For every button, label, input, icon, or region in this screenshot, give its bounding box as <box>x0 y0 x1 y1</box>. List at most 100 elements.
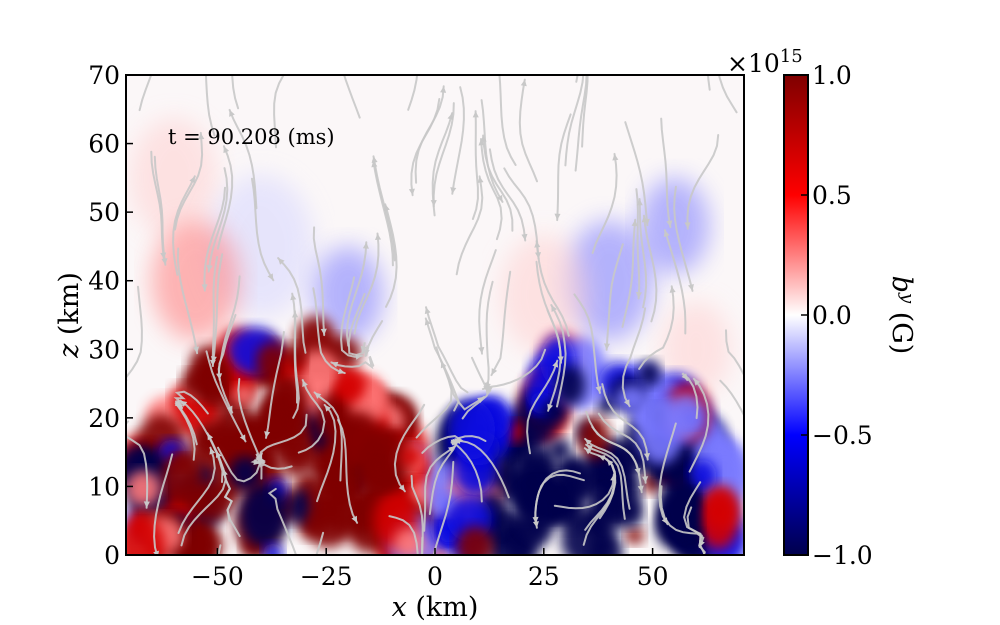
streamline <box>251 177 275 282</box>
streamline <box>660 117 672 229</box>
colorbar-title: by (G) <box>886 276 918 355</box>
streamline <box>277 257 307 354</box>
streamline-arrow <box>643 218 650 226</box>
streamline <box>203 186 226 292</box>
streamline <box>393 403 426 493</box>
streamline-arrow <box>375 233 382 241</box>
y-tick-label: 0 <box>104 541 120 570</box>
streamline-arrow <box>398 484 405 492</box>
streamline <box>425 306 469 394</box>
streamline <box>204 75 216 137</box>
streamline-arrow <box>623 399 630 407</box>
streamline-arrow <box>477 396 484 403</box>
streamline <box>638 198 648 309</box>
streamline <box>621 218 637 328</box>
streamline <box>315 531 325 555</box>
streamline-arrow <box>210 356 217 363</box>
streamline <box>410 474 424 555</box>
y-tick-label: 60 <box>88 130 120 159</box>
streamline <box>673 185 694 292</box>
streamline <box>207 167 229 273</box>
streamline-arrow <box>337 368 345 375</box>
streamline <box>215 450 241 538</box>
streamline-arrow <box>324 404 331 412</box>
y-tick-label: 30 <box>88 335 120 364</box>
streamline-arrow <box>351 515 358 523</box>
streamline-arrow <box>292 311 299 318</box>
streamline <box>231 75 240 110</box>
streamline-arrow <box>209 447 216 455</box>
streamline <box>177 446 216 534</box>
streamline <box>478 249 497 355</box>
streamline <box>482 134 514 232</box>
streamline <box>591 152 618 254</box>
streamline <box>480 138 503 241</box>
streamline-arrow <box>215 451 222 459</box>
streamline <box>573 293 601 394</box>
streamline-arrow <box>496 194 503 202</box>
streamline <box>574 75 588 172</box>
x-tick-label: 25 <box>528 562 560 591</box>
heatmap-area <box>126 0 744 563</box>
streamline <box>211 256 219 368</box>
streamline-arrow <box>176 402 184 410</box>
streamline-arrow <box>681 373 688 380</box>
streamline <box>585 443 626 520</box>
streamline-arrow <box>551 304 557 312</box>
streamline <box>585 410 641 476</box>
streamline <box>172 175 196 276</box>
streamline <box>601 383 649 461</box>
streamline-arrow <box>153 8 159 15</box>
streamline-arrow <box>362 242 369 249</box>
x-axis-ticks: −50 −25 0 25 50 <box>191 548 669 591</box>
streamline <box>126 285 143 380</box>
streamline-arrow <box>586 444 594 451</box>
streamline <box>471 110 479 220</box>
streamline-arrow <box>331 361 339 368</box>
colorbar-tick-label: 0.0 <box>812 301 852 330</box>
streamline-arrow <box>440 86 447 93</box>
streamline-arrow <box>450 187 457 194</box>
streamline <box>265 331 285 439</box>
streamline-arrow <box>532 521 539 528</box>
streamline <box>663 229 687 335</box>
streamline-arrow <box>636 199 643 206</box>
streamline <box>316 403 337 503</box>
streamline-arrow <box>201 284 208 291</box>
streamline-arrow <box>635 292 643 299</box>
y-tick-label: 40 <box>88 267 120 296</box>
streamline <box>432 460 455 555</box>
streamline-arrow <box>484 386 491 393</box>
streamline-arrow <box>198 132 205 140</box>
streamline-arrow <box>669 286 676 293</box>
streamline <box>582 458 617 546</box>
streamline-arrow <box>290 293 297 301</box>
streamline-arrow <box>330 18 336 25</box>
streamline-arrow <box>535 252 542 259</box>
streamlines <box>126 0 744 563</box>
streamline-arrow <box>496 62 502 69</box>
streamline-arrow <box>520 79 527 87</box>
streamline <box>658 422 677 526</box>
streamline <box>228 108 258 210</box>
streamline-arrow <box>293 52 299 59</box>
streamline <box>605 243 624 351</box>
streamline-arrow <box>472 111 479 118</box>
streamline-arrow <box>666 220 673 228</box>
x-axis-title: x (km) <box>392 592 479 623</box>
streamline-arrow <box>606 459 614 467</box>
streamline-arrow <box>477 176 484 184</box>
streamline <box>343 75 361 119</box>
streamline-arrow <box>302 380 308 388</box>
streamline <box>217 275 241 381</box>
streamline-arrow <box>230 0 236 6</box>
streamline <box>490 270 512 377</box>
x-tick-label: 0 <box>427 562 443 591</box>
streamline-arrow <box>585 438 592 446</box>
streamline-arrow <box>198 30 204 37</box>
streamline-arrow <box>700 556 706 563</box>
streamline-arrow <box>226 405 233 413</box>
streamline <box>638 285 675 370</box>
streamline-arrow <box>424 307 431 315</box>
streamline <box>372 159 394 267</box>
